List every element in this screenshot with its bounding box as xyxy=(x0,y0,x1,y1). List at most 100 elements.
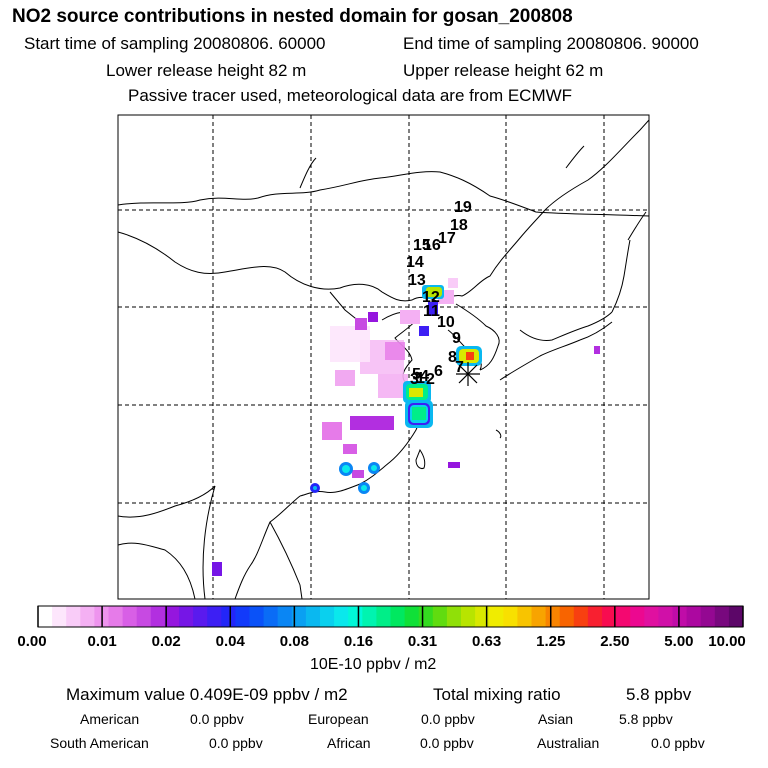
colorbar-label: 0.02 xyxy=(151,633,181,650)
colorbar-cell xyxy=(446,606,462,627)
colorbar-cell xyxy=(348,606,363,627)
end-time-label: End time of sampling 20080806. 90000 xyxy=(403,34,699,53)
lower-release-height-label: Lower release height 82 m xyxy=(106,61,307,80)
region-value-european: 0.0 ppbv xyxy=(421,711,475,727)
track-label: 2 xyxy=(426,371,435,388)
colorbar-cell xyxy=(587,606,603,627)
colorbar-cell xyxy=(207,606,222,627)
colorbar-cell xyxy=(221,606,236,627)
colorbar-label: 10.00 xyxy=(708,633,746,650)
colorbar-cell xyxy=(545,606,561,627)
colorbar-cell xyxy=(193,606,208,627)
receptor-star-icon xyxy=(456,362,480,386)
colorbar xyxy=(37,605,744,628)
track-label: 19 xyxy=(454,199,472,216)
region-name-african: African xyxy=(327,735,371,751)
colorbar-label: 0.63 xyxy=(472,633,502,650)
lat-lon-grid xyxy=(118,115,649,599)
colorbar-ticks xyxy=(37,606,744,627)
track-label: 17 xyxy=(438,230,456,247)
track-label: 1 xyxy=(416,370,425,387)
track-label: 13 xyxy=(408,272,426,289)
colorbar-cell xyxy=(616,606,631,627)
region-value-african: 0.0 ppbv xyxy=(420,735,474,751)
colorbar-cell xyxy=(390,606,406,627)
track-label: 3 xyxy=(410,371,419,388)
colorbar-label: 2.50 xyxy=(600,633,630,650)
colorbar-cell xyxy=(235,606,250,627)
colorbar-cell xyxy=(277,606,293,627)
track-label: 12 xyxy=(422,289,440,306)
colorbar-label: 0.00 xyxy=(17,633,47,650)
colorbar-cell xyxy=(475,606,490,627)
colorbar-cell xyxy=(80,606,95,627)
colorbar-cell xyxy=(150,606,166,627)
colorbar-cell xyxy=(66,606,81,627)
colorbar-cell xyxy=(503,606,518,627)
colorbar-cell xyxy=(461,606,476,627)
plot-title: NO2 source contributions in nested domai… xyxy=(12,6,573,27)
track-label: 15 xyxy=(413,237,431,254)
total-mixing-ratio-value: 5.8 ppbv xyxy=(626,685,692,704)
colorbar-cell xyxy=(404,606,420,627)
upper-release-height-label: Upper release height 62 m xyxy=(403,61,604,80)
colorbar-cell xyxy=(573,606,589,627)
tracer-note: Passive tracer used, meteorological data… xyxy=(128,86,573,105)
colorbar-cell xyxy=(249,606,265,627)
colorbar-label: 0.16 xyxy=(343,633,374,650)
track-label: 5 xyxy=(412,366,421,383)
track-label: 16 xyxy=(423,237,441,254)
track-label: 9 xyxy=(452,330,461,347)
colorbar-cell xyxy=(362,606,377,627)
region-name-australian: Australian xyxy=(537,735,600,751)
colorbar-label: 1.25 xyxy=(536,633,566,650)
colorbar-cell xyxy=(179,606,194,627)
colorbar-units: 10E-10 ppbv / m2 xyxy=(310,656,437,673)
colorbar-label: 0.31 xyxy=(407,633,438,650)
track-label: 8 xyxy=(448,349,457,366)
region-value-american: 0.0 ppbv xyxy=(190,711,244,727)
colorbar-cell xyxy=(517,606,532,627)
total-mixing-ratio-label: Total mixing ratio xyxy=(433,685,561,704)
colorbar-cell xyxy=(728,606,744,627)
colorbar-cell xyxy=(122,606,138,627)
colorbar-cell xyxy=(38,606,53,627)
region-name-south-american: South American xyxy=(50,735,149,751)
colorbar-cell xyxy=(136,606,152,627)
track-label: 11 xyxy=(423,303,440,320)
region-name-european: European xyxy=(308,711,369,727)
colorbar-cell xyxy=(531,606,547,627)
colorbar-cell xyxy=(672,606,688,627)
colorbar-cell xyxy=(334,606,349,627)
colorbar-cell xyxy=(644,606,659,627)
colorbar-cell xyxy=(686,606,702,627)
colorbar-cell xyxy=(432,606,448,627)
concentration-field xyxy=(212,278,600,576)
region-value-asian: 5.8 ppbv xyxy=(619,711,673,727)
colorbar-cell xyxy=(291,606,307,627)
region-value-australian: 0.0 ppbv xyxy=(651,735,705,751)
region-name-asian: Asian xyxy=(538,711,574,727)
colorbar-cell xyxy=(630,606,645,627)
track-label: 14 xyxy=(406,254,424,271)
track-label: 10 xyxy=(437,314,455,331)
track-label: 7 xyxy=(455,359,464,376)
colorbar-cell xyxy=(602,606,617,627)
colorbar-cell xyxy=(489,606,504,627)
colorbar-cell xyxy=(714,606,730,627)
colorbar-cell xyxy=(418,606,434,627)
colorbar-label: 0.01 xyxy=(87,633,117,650)
colorbar-cell xyxy=(700,606,716,627)
track-label: 18 xyxy=(450,217,468,234)
colorbar-label: 5.00 xyxy=(664,633,694,650)
start-time-label: Start time of sampling 20080806. 60000 xyxy=(24,34,326,53)
colorbar-label: 0.04 xyxy=(215,633,245,650)
colorbar-cell xyxy=(263,606,279,627)
colorbar-cell xyxy=(658,606,673,627)
colorbar-cell xyxy=(52,606,67,627)
colorbar-cell xyxy=(108,606,124,627)
colorbar-label: 0.08 xyxy=(279,633,309,650)
colorbar-cell xyxy=(559,606,575,627)
region-value-south-american: 0.0 ppbv xyxy=(209,735,263,751)
